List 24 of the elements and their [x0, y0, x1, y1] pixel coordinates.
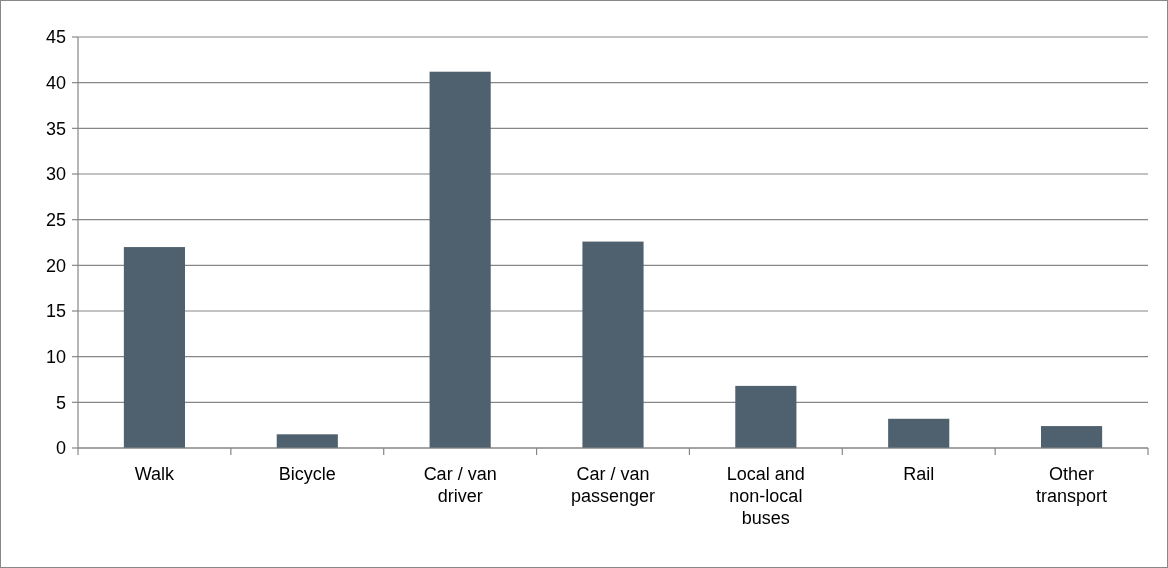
bar	[735, 385, 797, 448]
y-tick-label: 15	[45, 301, 66, 322]
y-tick-label: 25	[45, 209, 66, 230]
x-tick-label: Rail	[903, 464, 935, 484]
x-tick-label: Local and non-local buses	[726, 464, 805, 528]
bar	[276, 434, 338, 448]
y-tick-label: 0	[55, 438, 66, 459]
y-tick-label: 40	[45, 72, 66, 93]
y-tick-label: 45	[45, 27, 66, 48]
x-tick-label: Walk	[134, 464, 176, 484]
bar	[1041, 426, 1103, 448]
x-tick-label: Car / van driver	[423, 464, 497, 506]
y-tick-label: 20	[45, 255, 66, 276]
y-tick-label: 30	[45, 164, 66, 185]
bar	[429, 71, 491, 448]
bar	[888, 418, 950, 448]
bar	[123, 247, 185, 448]
y-tick-label: 10	[45, 346, 66, 367]
x-tick-label: Other transport	[1036, 464, 1108, 506]
x-tick-label: Bicycle	[278, 464, 336, 484]
y-tick-label: 5	[55, 392, 66, 413]
bar	[582, 241, 644, 448]
y-tick-label: 35	[45, 118, 66, 139]
x-tick-label: Car / van passenger	[570, 464, 656, 506]
